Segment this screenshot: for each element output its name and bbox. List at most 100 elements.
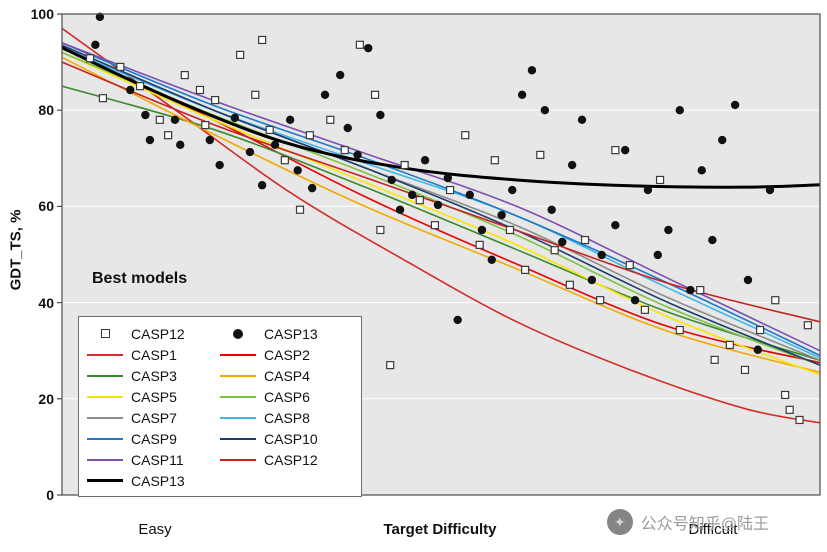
x-axis-title: Target Difficulty [383, 521, 497, 538]
scatter-point-casp13 [320, 90, 330, 100]
scatter-point-casp12 [164, 131, 173, 140]
scatter-point-casp12 [611, 146, 620, 155]
scatter-point-casp12 [781, 390, 790, 400]
legend-item-label: CASP8 [264, 409, 310, 426]
scatter-point-casp13 [364, 43, 373, 53]
scatter-point-casp13 [643, 185, 653, 195]
best-models-annotation: Best models [92, 270, 188, 287]
scatter-point-casp13 [730, 100, 740, 110]
scatter-point-casp13 [597, 250, 606, 260]
legend-line-swatch [87, 479, 123, 482]
scatter-point-casp12 [265, 125, 274, 135]
scatter-point-casp12 [490, 156, 499, 165]
legend-item-label: CASP11 [131, 451, 184, 468]
scatter-point-casp13 [517, 90, 527, 100]
scatter-point-casp13 [664, 225, 673, 235]
scatter-point-casp12 [771, 296, 780, 305]
legend-item: CASP10 [220, 431, 353, 447]
scatter-point-casp13 [141, 110, 150, 120]
scatter-point-casp13 [620, 145, 630, 155]
legend-line-swatch [220, 437, 256, 440]
legend-line-swatch [87, 458, 123, 461]
scatter-point-casp13 [708, 235, 717, 245]
legend-filled-circle-marker [220, 328, 256, 339]
scatter-point-casp12 [461, 131, 470, 140]
scatter-point-casp12 [135, 82, 145, 91]
legend-line-swatch [87, 416, 123, 419]
scatter-point-casp12 [725, 340, 734, 350]
scatter-point-casp13 [245, 147, 255, 157]
scatter-point-casp12 [201, 121, 210, 130]
scatter-point-casp12 [445, 185, 455, 195]
legend-line-swatch [220, 374, 256, 377]
scatter-point-casp13 [567, 160, 577, 170]
scatter-point-casp13 [335, 70, 345, 80]
legend-line-swatch [220, 395, 256, 398]
scatter-point-casp13 [230, 113, 240, 123]
legend-item: CASP1 [87, 347, 220, 363]
legend-item-label: CASP13 [264, 325, 318, 342]
trend-line-casp5 [62, 51, 820, 376]
legend-item-label: CASP9 [131, 430, 177, 447]
scatter-point-casp13 [675, 106, 684, 115]
scatter-point-casp13 [91, 40, 100, 49]
y-tick-label: 80 [38, 102, 54, 119]
scatter-point-casp12 [251, 90, 260, 99]
legend-item-label: CASP5 [131, 388, 177, 405]
legend-item-label: CASP4 [264, 367, 310, 384]
scatter-point-casp13 [376, 110, 385, 120]
trend-line-casp10 [62, 44, 820, 366]
scatter-point-casp12 [536, 150, 545, 160]
scatter-point-casp12 [475, 240, 484, 249]
scatter-point-casp13 [577, 115, 587, 125]
legend-item-label: CASP6 [264, 388, 310, 405]
scatter-point-casp12 [565, 280, 574, 289]
legend-item: CASP2 [220, 347, 353, 363]
y-tick-label: 60 [38, 198, 54, 215]
scatter-point-casp13 [547, 205, 556, 214]
scatter-point-casp13 [257, 181, 267, 190]
scatter-point-casp12 [295, 205, 305, 214]
legend-item: CASP7 [87, 410, 220, 426]
scatter-point-casp12 [521, 265, 530, 274]
scatter-point-casp13 [697, 166, 706, 175]
legend-item-label: CASP12 [131, 325, 185, 342]
scatter-point-casp12 [505, 225, 515, 235]
scatter-point-casp12 [355, 40, 364, 49]
scatter-point-casp12 [795, 415, 804, 425]
scatter-point-casp12 [580, 235, 590, 245]
scatter-point-casp13 [743, 275, 753, 285]
legend-line-swatch [220, 458, 256, 461]
scatter-point-casp13 [453, 315, 462, 325]
legend-line-swatch [87, 437, 123, 440]
scatter-point-casp13 [587, 275, 597, 285]
scatter-point-casp13 [753, 345, 763, 354]
legend-item: CASP6 [220, 389, 353, 405]
legend-item: CASP8 [220, 410, 353, 426]
legend-line-swatch [87, 353, 123, 356]
legend: CASP12 CASP13 CASP1 CASP2 CASP3 CASP4 CASP5 CAS… [78, 316, 362, 497]
scatter-point-casp12 [305, 131, 314, 140]
scatter-point-casp13 [487, 255, 496, 264]
x-axis-label-easy: Easy [138, 521, 172, 538]
scatter-point-casp13 [540, 106, 550, 115]
scatter-point-casp12 [596, 296, 605, 305]
scatter-point-casp13 [170, 115, 180, 125]
scatter-point-casp13 [686, 285, 695, 295]
legend-item: CASP13 [220, 326, 353, 342]
legend-line-swatch [87, 374, 123, 377]
legend-item-label: CASP13 [131, 472, 185, 489]
y-tick-label: 40 [38, 294, 54, 311]
scatter-point-casp13 [395, 205, 405, 214]
scatter-point-casp13 [343, 123, 352, 133]
scatter-point-casp12 [326, 115, 335, 124]
scatter-point-casp13 [443, 173, 453, 183]
scatter-point-casp13 [270, 140, 280, 150]
scatter-point-casp12 [116, 62, 125, 72]
y-tick-label: 20 [38, 390, 54, 407]
scatter-point-casp13 [653, 250, 662, 260]
legend-item-label: CASP1 [131, 346, 177, 363]
scatter-point-casp12 [180, 70, 189, 80]
scatter-point-casp13 [433, 200, 443, 210]
